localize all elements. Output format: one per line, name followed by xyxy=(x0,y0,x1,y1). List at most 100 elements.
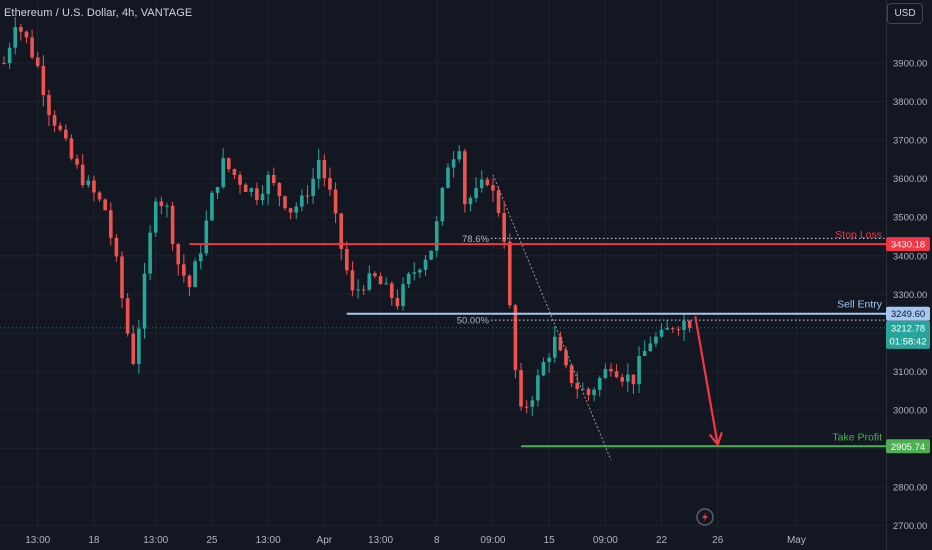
candle-body xyxy=(243,184,248,192)
candle-body xyxy=(294,206,299,213)
candles xyxy=(2,16,692,417)
y-tick-label: 3400.00 xyxy=(893,251,927,262)
candle-body xyxy=(120,256,124,299)
candle-body xyxy=(232,169,237,175)
y-tick-label: 3700.00 xyxy=(893,136,927,147)
candle-body xyxy=(58,125,62,130)
candle-body xyxy=(502,212,506,242)
candle-body xyxy=(654,336,658,344)
candle-body xyxy=(626,374,630,382)
candle-body xyxy=(586,388,591,396)
x-tick-label: 18 xyxy=(88,535,100,546)
sell-entry-price-tag xyxy=(886,306,930,321)
candle-body xyxy=(266,174,270,194)
candle-body xyxy=(19,27,23,32)
candle-body xyxy=(80,164,85,186)
candle-body xyxy=(182,264,186,276)
fib-level-label: 78.6% xyxy=(462,234,489,245)
candle-body xyxy=(463,151,467,205)
candle-body xyxy=(356,289,360,291)
candle-body xyxy=(519,370,523,407)
symbol-title: Ethereum / U.S. Dollar, 4h, VANTAGE xyxy=(4,7,193,19)
candle-body xyxy=(176,244,181,265)
sell-entry-label: Sell Entry xyxy=(837,299,883,311)
sell-entry-price-label: 3249.60 xyxy=(891,309,925,320)
y-tick-label: 3100.00 xyxy=(893,367,927,378)
y-tick-label: 2800.00 xyxy=(893,483,927,494)
take-profit-label: Take Profit xyxy=(832,431,882,443)
candle-body xyxy=(401,284,405,307)
candle-body xyxy=(221,158,225,188)
candle-body xyxy=(496,190,501,213)
x-tick-label: 13:00 xyxy=(368,535,393,546)
candle-body xyxy=(687,320,692,328)
candle-body xyxy=(215,187,220,193)
candle-body xyxy=(603,368,608,379)
candle-body xyxy=(378,276,383,285)
candle-body xyxy=(418,269,422,273)
candle-body xyxy=(103,199,107,211)
candle-body xyxy=(648,343,653,352)
candle-body xyxy=(642,351,647,357)
candle-body xyxy=(41,65,46,95)
candle-body xyxy=(92,180,96,193)
currency-button[interactable]: USD xyxy=(887,3,923,24)
stop-loss-price-label: 3430.18 xyxy=(891,240,925,251)
candle-body xyxy=(479,179,484,189)
price-axis: 3900.00 3800.00 3700.00 3600.00 3500.00 3400.… xyxy=(893,59,927,533)
x-tick-label: 26 xyxy=(712,535,724,546)
candle-body xyxy=(125,298,130,334)
candle-body xyxy=(524,406,529,408)
candle-body xyxy=(389,283,394,298)
candle-body xyxy=(159,201,164,207)
candle-body xyxy=(665,328,669,330)
candle-body xyxy=(597,378,602,390)
candle-body xyxy=(35,57,40,66)
candle-body xyxy=(322,160,327,179)
candle-body xyxy=(311,178,315,197)
candle-body xyxy=(457,151,462,160)
stop-loss-label: Stop Loss xyxy=(835,229,882,241)
candle-body xyxy=(238,174,242,185)
x-tick-label: May xyxy=(787,535,806,546)
grid xyxy=(0,0,887,550)
x-tick-label: 13:00 xyxy=(143,535,168,546)
x-tick-label: 13:00 xyxy=(256,535,281,546)
lightning-icon[interactable] xyxy=(696,508,714,526)
candle-body xyxy=(47,94,51,116)
current-price-tag xyxy=(886,320,930,349)
candle-body xyxy=(333,189,338,214)
x-tick-label: 09:00 xyxy=(593,535,618,546)
candle-body xyxy=(339,213,343,249)
candle-body xyxy=(395,297,400,307)
candle-body xyxy=(575,383,580,390)
candle-body xyxy=(569,365,574,384)
candle-body xyxy=(271,174,276,184)
candle-body xyxy=(108,210,113,238)
candle-body xyxy=(609,368,613,372)
candle-body xyxy=(2,63,6,64)
candle-body xyxy=(491,185,495,191)
candle-body xyxy=(446,167,450,188)
candle-body xyxy=(204,220,209,254)
candle-body xyxy=(170,205,175,245)
candle-body xyxy=(148,232,152,274)
candle-body xyxy=(406,273,411,285)
candle-body xyxy=(541,361,546,376)
candle-body xyxy=(485,179,490,186)
candle-body xyxy=(592,389,596,396)
stop-loss-price-tag xyxy=(886,237,930,252)
candle-body xyxy=(187,275,192,288)
candle-body xyxy=(581,388,585,390)
candle-body xyxy=(97,192,102,200)
candle-body xyxy=(7,47,12,64)
candle-body xyxy=(367,273,372,290)
take-profit-price-tag xyxy=(886,439,930,454)
candle-body xyxy=(659,329,664,337)
y-tick-label: 3800.00 xyxy=(893,97,927,108)
candle-body xyxy=(277,183,282,197)
candle-body xyxy=(530,400,535,407)
candle-body xyxy=(564,350,568,366)
candle-body xyxy=(474,188,478,199)
